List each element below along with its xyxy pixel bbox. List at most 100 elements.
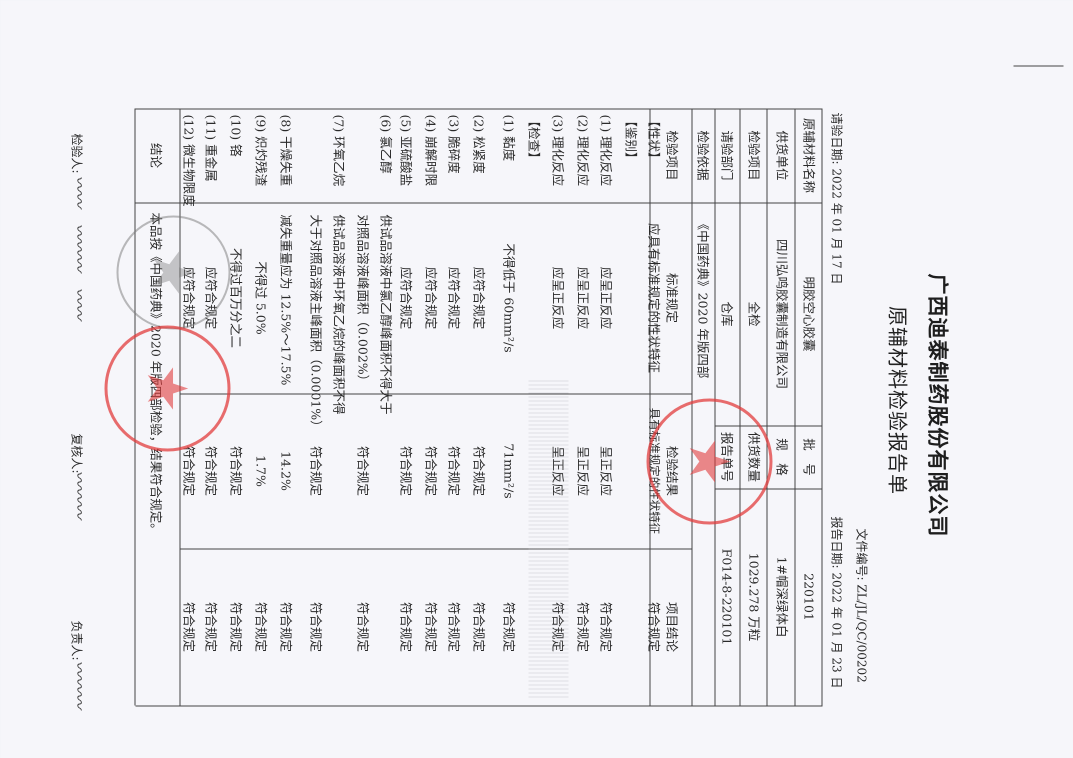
row-standard: 不得低于 60mm²/s	[501, 242, 516, 353]
row-result: 呈正反应	[575, 445, 590, 496]
row-item: 【检查】	[526, 114, 541, 165]
column-header: 检验项目	[664, 129, 679, 181]
row-standard: 应符合规定	[423, 266, 438, 329]
inspection-item-label: 检验项目	[746, 129, 761, 181]
department-label: 请验部门	[719, 129, 734, 181]
spec-value: 1#帽深绿体白	[774, 556, 789, 637]
row-conclusion: 符合规定	[646, 601, 661, 652]
row-item: (1) 理化反应	[598, 114, 613, 186]
report-number-value: F014-8-220101	[719, 548, 734, 645]
manager-signature: 〰〰〰	[69, 660, 88, 709]
row-conclusion: 符合规定	[181, 601, 196, 652]
table-rule	[821, 108, 822, 705]
row-standard: 应呈正反应	[550, 266, 565, 329]
row-item: (11) 重金属	[203, 114, 218, 182]
row-conclusion: 符合规定	[278, 601, 293, 652]
conclusion-label: 结论	[148, 142, 163, 168]
row-item: (3) 理化反应	[550, 114, 565, 186]
doc-number-value: ZL/JL/QC/00202	[854, 583, 868, 683]
report-date: 报告日期: 2022 年 01 月 23 日	[829, 516, 843, 689]
table-rule	[135, 705, 822, 706]
star-icon	[147, 366, 188, 410]
column-header: 项目结论	[664, 601, 679, 652]
department-value: 仓库	[719, 300, 734, 327]
row-result: 71mm²/s	[501, 442, 516, 499]
row-standard: 不得过百万分之二	[228, 247, 243, 348]
row-conclusion: 符合规定	[501, 601, 516, 652]
row-conclusion: 符合规定	[308, 601, 323, 652]
row-conclusion: 符合规定	[423, 601, 438, 652]
basis-value: 《中国药典》2020 年版四部	[695, 217, 710, 378]
row-result: 呈正反应	[598, 445, 613, 496]
inspector-signature: 〰〰 〰〰〰 〰〰	[69, 175, 88, 320]
row-conclusion: 符合规定	[228, 601, 243, 652]
table-rule	[180, 548, 692, 549]
row-standard: 应具有标准规定的性状特征	[646, 222, 661, 373]
row-item: 【鉴别】	[623, 114, 638, 165]
row-item: (1) 黏度	[501, 114, 516, 161]
reviewer-signature: 〰〰〰	[69, 470, 88, 519]
row-item: (8) 干燥失重	[278, 114, 293, 186]
row-conclusion: 符合规定	[446, 601, 461, 652]
table-rule	[180, 393, 692, 394]
report-title: 原辅材料检验报告单	[885, 305, 909, 495]
spec-label: 规 格	[774, 437, 789, 476]
row-result: 符合规定	[228, 445, 243, 496]
table-rule	[135, 108, 822, 109]
doc-number: 文件编号: ZL/JL/QC/00202	[853, 528, 868, 682]
row-conclusion: 符合规定	[253, 601, 268, 652]
material-value: 明胶空心胶囊	[801, 275, 816, 352]
scan-artifact	[528, 380, 568, 700]
row-item: (2) 松紧度	[471, 114, 486, 174]
row-conclusion: 符合规定	[398, 601, 413, 652]
grey-seal-stamp	[116, 215, 230, 329]
row-item: (12) 微生物限度	[181, 114, 196, 207]
row-standard: 对照品溶液峰面积（0.002%）	[355, 214, 370, 387]
row-result: 符合规定	[355, 445, 370, 496]
inspection-item-value: 全检	[746, 300, 761, 327]
row-standard: 不得过 5.0%	[253, 260, 268, 335]
row-item: (5) 亚硫酸盐	[398, 114, 413, 186]
inspector-label: 检验人:	[69, 133, 83, 174]
row-item: 【性状】	[646, 114, 661, 165]
row-item: (9) 炽灼残渣	[253, 114, 268, 186]
inspection-seal-stamp	[104, 325, 230, 451]
manager-label: 负责人:	[69, 620, 83, 661]
row-standard: 供试品溶液中环氧乙烷的峰面积不得	[331, 214, 346, 415]
row-item: (2) 理化反应	[575, 114, 590, 186]
row-standard: 应符合规定	[398, 266, 413, 329]
row-item: (3) 脆碎度	[446, 114, 461, 174]
table-rule	[766, 108, 767, 705]
table-rule	[794, 108, 795, 705]
row-result: 符合规定	[181, 445, 196, 496]
row-result: 符合规定	[423, 445, 438, 496]
row-conclusion: 符合规定	[355, 601, 370, 652]
row-item: (10) 铬	[228, 114, 243, 157]
row-item: (4) 崩解时限	[423, 114, 438, 186]
reviewer-label: 复核人:	[69, 433, 83, 474]
basis-label: 检验依据	[695, 129, 710, 181]
margin-mark	[1013, 65, 1063, 66]
row-result: 1.7%	[253, 454, 268, 487]
row-item: (7) 环氧乙烷	[331, 114, 346, 186]
row-standard: 应符合规定	[446, 266, 461, 329]
request-date: 请验日期: 2022 年 01 月 17 日	[829, 112, 843, 285]
row-conclusion: 符合规定	[598, 601, 613, 652]
supplier-value: 四川弘鸣胶囊制造有限公司	[774, 238, 789, 389]
row-conclusion: 符合规定	[203, 601, 218, 652]
row-result: 符合规定	[446, 445, 461, 496]
star-icon	[689, 439, 730, 483]
batch-value: 220101	[801, 572, 816, 621]
row-standard: 供试品溶液中氯乙醇峰面积不得大于	[378, 214, 393, 415]
row-standard: 应符合规定	[471, 266, 486, 329]
star-icon	[153, 250, 194, 294]
row-result: 符合规定	[308, 445, 323, 496]
row-conclusion: 符合规定	[575, 601, 590, 652]
row-standard: 大于对照品溶液主峰面积（0.0001%）	[308, 214, 323, 433]
row-conclusion: 符合规定	[471, 601, 486, 652]
row-result: 符合规定	[398, 445, 413, 496]
doc-number-label: 文件编号:	[854, 528, 868, 581]
table-rule	[135, 202, 822, 203]
supplier-label: 供货单位	[774, 129, 789, 181]
